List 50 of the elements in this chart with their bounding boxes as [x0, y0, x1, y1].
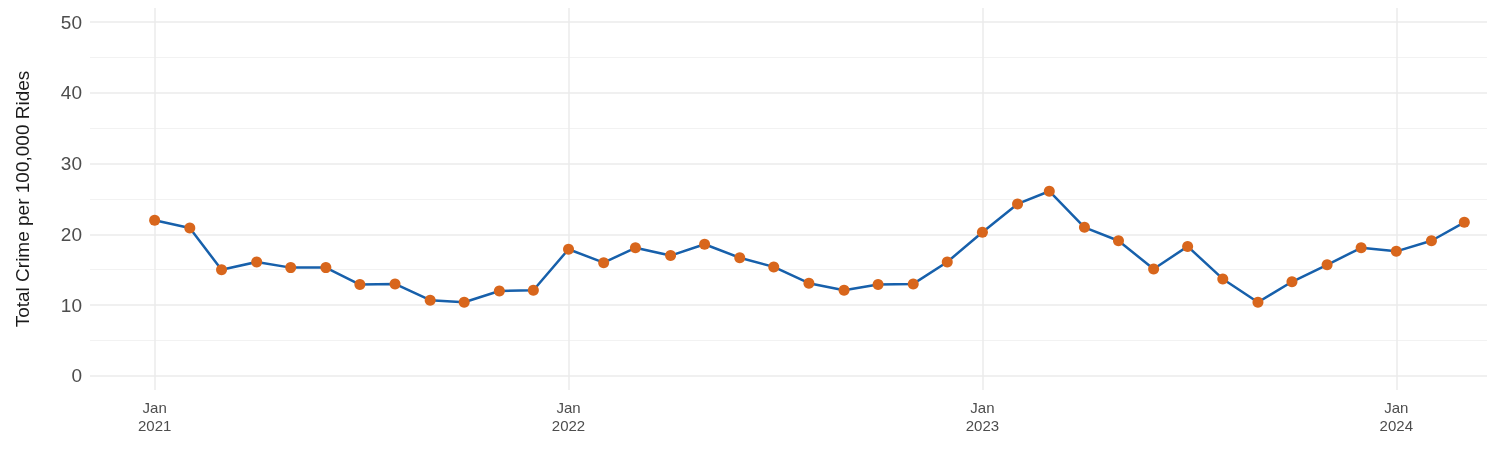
point [285, 262, 297, 274]
x-tick-label: Jan 2024 [1379, 398, 1413, 434]
point [734, 252, 746, 264]
point [803, 277, 815, 289]
point [1390, 245, 1402, 257]
point [976, 226, 988, 238]
point [629, 242, 641, 254]
point [838, 284, 850, 296]
point [1078, 221, 1090, 233]
point [1355, 242, 1367, 254]
point [1148, 263, 1160, 275]
point [872, 279, 884, 291]
point [493, 285, 505, 297]
point [184, 222, 196, 234]
x-tick-label: Jan 2023 [965, 398, 1000, 434]
point [354, 279, 366, 291]
point [424, 294, 436, 306]
y-tick-label: 10 [60, 294, 82, 316]
point [1286, 276, 1298, 288]
point [598, 257, 610, 269]
point [1043, 185, 1055, 197]
point [1252, 296, 1264, 308]
point [1012, 198, 1024, 210]
point [1182, 240, 1194, 252]
x-tick-label: Jan 2022 [551, 398, 586, 434]
point [320, 262, 332, 274]
point [149, 214, 161, 226]
point [251, 256, 263, 268]
y-tick-label: 40 [60, 82, 82, 104]
point [907, 278, 919, 290]
point [389, 278, 401, 290]
y-tick-label: 0 [71, 365, 82, 387]
y-tick-label: 30 [60, 153, 82, 175]
point [768, 261, 780, 273]
y-tick-label: 50 [60, 11, 82, 33]
point [1458, 216, 1470, 228]
y-tick-label: 20 [60, 223, 82, 245]
x-tick-label: Jan 2021 [137, 398, 172, 434]
point [1425, 235, 1437, 247]
point [665, 250, 677, 262]
point [1112, 235, 1124, 247]
point [563, 243, 575, 255]
point [699, 238, 711, 250]
point [1217, 273, 1229, 285]
point [527, 284, 539, 296]
point [458, 296, 470, 308]
point [216, 264, 228, 276]
point [1321, 259, 1333, 271]
y-axis-title: Total Crime per 100,000 Rides [12, 70, 33, 328]
point [941, 256, 953, 268]
